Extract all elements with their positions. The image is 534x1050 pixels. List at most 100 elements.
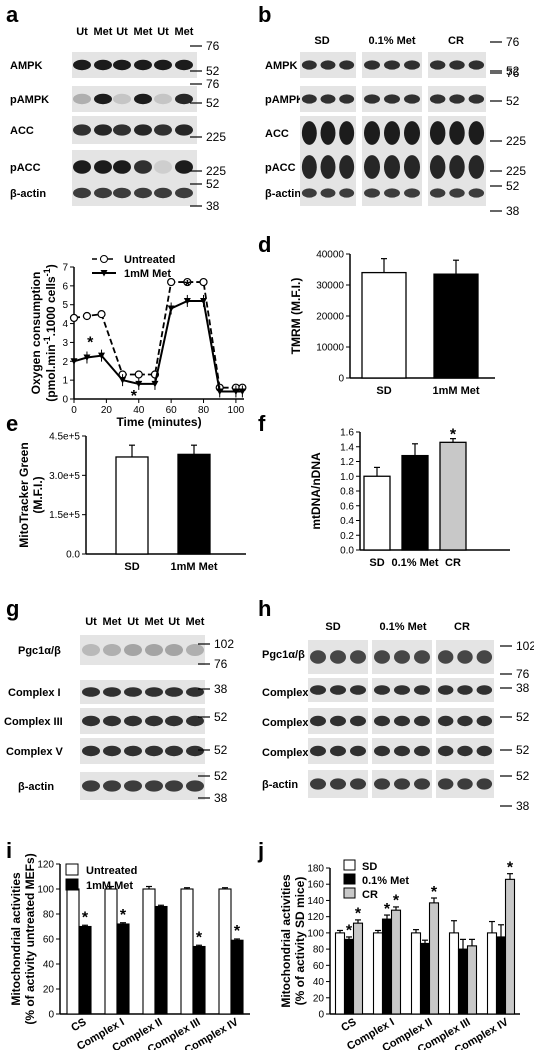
bar [486,932,498,1015]
band [124,745,142,757]
blot-h-2-2 [436,708,494,734]
mw-marker: 52 [214,769,228,783]
band [374,715,390,727]
band [94,93,112,105]
legend-label: CR [362,889,378,901]
band [124,780,142,792]
y-tick-label: 20 [43,985,55,996]
band [310,650,326,664]
x-tick-label: 0.1% Met [391,557,438,569]
legend-swatch [65,863,79,876]
blot-b-2-2 [428,116,486,150]
y-tick-label: 1 [62,376,68,387]
mw-marker: 38 [516,799,530,813]
panel-label-g: g [6,596,19,621]
band [364,94,380,104]
band [374,650,390,664]
blot-b-1-2 [428,86,486,112]
blot-h-0-0 [308,640,368,674]
mw-marker: 38 [214,791,228,805]
band [468,121,485,145]
band [468,60,485,70]
mw-marker: 225 [206,130,226,144]
bar [334,932,346,1015]
band [394,715,410,727]
y-axis-title: Oxygen consumption [29,272,43,395]
band [476,685,493,695]
blot-b-0-2 [428,52,486,78]
blot-b-4-1 [362,180,422,206]
blot-h-4-2 [436,770,494,798]
mw-marker: 52 [214,743,228,757]
y-tick-label: 0.0 [340,546,354,557]
band [350,778,366,790]
band [103,780,121,792]
mw-marker: 52 [506,64,520,78]
band [134,93,152,105]
panel-label-a: a [6,2,19,27]
y-axis-title-line2: (M.F.I.) [31,476,45,513]
legend-marker [100,255,108,263]
bar [154,905,168,1015]
band [374,745,390,757]
row-label: pACC [265,162,296,174]
legend-label-met: 1mM Met [124,268,171,280]
band [350,715,366,727]
lane-label: Ut [85,616,97,628]
lane-label: Met [103,616,122,628]
bar [192,945,206,1015]
panel-label-b: b [258,2,271,27]
x-tick-label: 80 [198,405,210,416]
y-tick-label: 0.8 [340,487,354,498]
significance-star: * [384,901,391,918]
mw-marker: 52 [206,177,220,191]
y-tick-label: 1.6 [340,428,354,439]
band [165,715,183,727]
band [124,715,142,727]
band [301,121,317,145]
bar [142,888,156,1015]
band [449,94,465,104]
group-label: 0.1% Met [368,35,415,47]
band [476,715,493,727]
band [145,745,163,757]
band [103,687,121,697]
band [339,94,355,104]
band [186,715,204,727]
group-label: SD [314,35,329,47]
band [113,160,131,174]
blot-h-3-0 [308,738,368,764]
bar [448,932,460,1015]
panel-label-h: h [258,596,271,621]
bar [177,453,211,555]
bar [410,932,422,1015]
bar [180,888,194,1015]
y-tick-label: 5 [62,300,68,311]
significance-star: * [346,923,353,940]
y-tick-label: 1.5e+5 [49,510,80,521]
y-tick-label: 0 [338,374,344,385]
band [154,187,172,199]
mw-marker: 225 [506,134,526,148]
x-tick-label: CS [69,1016,88,1034]
band [186,644,204,656]
x-tick-label: 60 [166,405,178,416]
y-tick-label: 40 [313,977,325,988]
band [330,715,346,727]
band [124,687,142,697]
band [103,715,121,727]
band [330,778,346,790]
band [429,94,446,104]
y-tick-label: 7 [62,263,68,274]
y-tick-label: 60 [313,961,325,972]
blot-b-1-0 [300,86,356,112]
band [165,644,183,656]
band [145,780,163,792]
blot-b-4-0 [300,180,356,206]
data-point [167,277,176,287]
band [394,650,410,664]
mw-marker: 76 [214,657,228,671]
lane-label: Ut [76,26,88,38]
legend-label: 1mM Met [86,880,133,892]
band [94,187,112,199]
